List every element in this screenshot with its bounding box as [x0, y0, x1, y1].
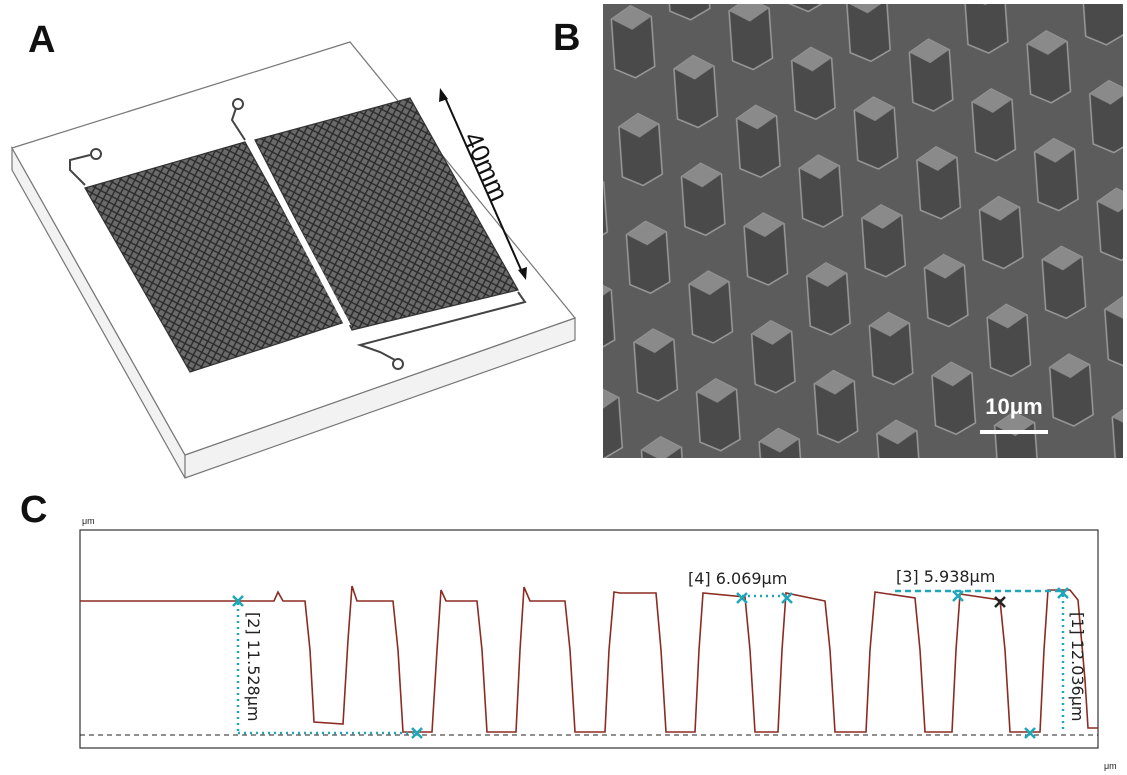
measurement-label: [2] 11.528μm	[244, 612, 263, 722]
profile-frame	[79, 529, 1099, 749]
panel-label: B	[553, 17, 580, 59]
panel-label: C	[20, 489, 47, 531]
chip-drawing	[11, 41, 577, 479]
scale-bar-label: 10μm	[985, 394, 1043, 419]
panel-label: A	[28, 19, 55, 61]
x-unit: μm	[1104, 761, 1117, 771]
measurement-label: [1] 12.036μm	[1068, 612, 1087, 722]
measurement-label: [3] 5.938μm	[896, 567, 995, 586]
sem-image	[603, 4, 1123, 458]
measurement-label: [4] 6.069μm	[688, 569, 787, 588]
measurement-markers	[232, 587, 1069, 739]
y-unit: μm	[82, 516, 95, 526]
